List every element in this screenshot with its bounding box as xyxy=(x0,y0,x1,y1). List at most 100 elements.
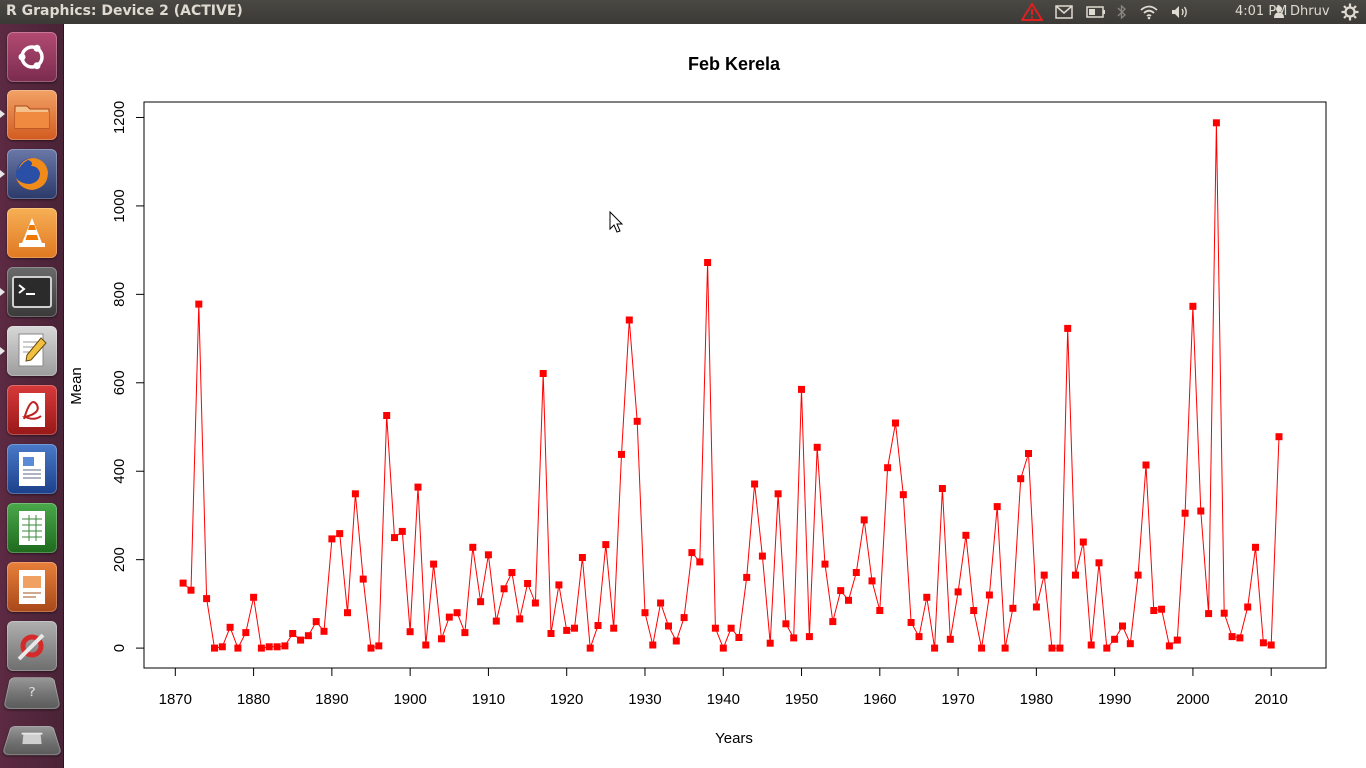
data-point-marker xyxy=(508,569,516,576)
x-tick-label: 1900 xyxy=(393,691,426,708)
data-point-marker xyxy=(985,591,993,599)
data-point-marker xyxy=(657,599,665,607)
data-point-marker xyxy=(461,629,469,637)
data-point-marker xyxy=(805,633,813,641)
data-point-marker xyxy=(203,595,211,603)
data-point-marker xyxy=(1181,509,1189,517)
data-point-marker xyxy=(1048,644,1056,652)
clock[interactable]: 4:01 PM xyxy=(1235,4,1288,19)
data-point-marker xyxy=(923,593,931,601)
data-point-marker xyxy=(304,632,312,640)
data-point-marker xyxy=(1205,610,1213,618)
text-editor-icon[interactable] xyxy=(7,326,57,376)
data-point-marker xyxy=(492,617,500,625)
data-point-marker xyxy=(633,417,641,425)
terminal-icon[interactable] xyxy=(7,267,57,317)
data-point-marker xyxy=(829,618,837,626)
y-tick-label: 600 xyxy=(111,370,128,395)
data-point-marker xyxy=(696,558,704,566)
data-point-marker xyxy=(531,599,539,607)
firefox-icon[interactable] xyxy=(7,149,57,199)
calc-icon[interactable] xyxy=(7,503,57,553)
data-point-marker xyxy=(422,641,430,649)
settings-gear-icon[interactable] xyxy=(1338,0,1362,24)
running-indicator xyxy=(0,347,5,355)
impress-icon[interactable] xyxy=(7,562,57,612)
data-point-marker xyxy=(774,490,782,498)
data-point-marker xyxy=(312,618,320,626)
user-icon[interactable] xyxy=(1271,0,1287,24)
user-name[interactable]: Dhruv xyxy=(1290,4,1330,19)
data-point-marker xyxy=(860,516,868,524)
data-point-marker xyxy=(1275,433,1283,441)
x-tick-label: 1870 xyxy=(159,691,192,708)
running-indicator xyxy=(0,110,5,118)
x-tick-label: 1970 xyxy=(941,691,974,708)
writer-icon[interactable] xyxy=(7,444,57,494)
x-tick-label: 2010 xyxy=(1255,691,1288,708)
data-point-marker xyxy=(398,527,406,535)
data-point-marker xyxy=(281,642,289,650)
data-point-marker xyxy=(618,450,625,458)
data-point-marker xyxy=(884,464,892,472)
data-point-marker xyxy=(688,549,696,557)
data-point-marker xyxy=(1111,635,1119,643)
chart-title: Feb Kerela xyxy=(688,54,781,74)
data-point-marker xyxy=(876,607,884,614)
trash-icon[interactable] xyxy=(1,725,63,756)
x-tick-label: 1940 xyxy=(707,691,740,708)
data-point-marker xyxy=(821,560,829,568)
data-point-marker xyxy=(445,613,453,621)
data-point-marker xyxy=(954,588,962,596)
data-point-marker xyxy=(641,609,649,617)
data-point-marker xyxy=(1103,644,1111,652)
data-point-marker xyxy=(1095,559,1103,567)
volume-icon[interactable] xyxy=(1168,0,1192,24)
data-point-marker xyxy=(1001,644,1009,652)
battery-icon[interactable] xyxy=(1084,0,1108,24)
data-point-marker xyxy=(297,636,305,644)
data-point-marker xyxy=(469,543,477,551)
y-tick-label: 400 xyxy=(111,459,128,484)
vlc-icon[interactable] xyxy=(7,208,57,258)
data-point-marker xyxy=(610,624,618,632)
data-point-marker xyxy=(563,626,571,634)
data-point-marker xyxy=(946,635,954,643)
data-point-marker xyxy=(1119,622,1126,630)
data-point-marker xyxy=(351,490,359,498)
data-point-marker xyxy=(782,620,790,628)
wifi-icon[interactable] xyxy=(1137,0,1161,24)
data-point-marker xyxy=(1126,640,1134,648)
y-tick-label: 1000 xyxy=(111,189,128,222)
data-point-marker xyxy=(907,619,915,626)
data-point-marker xyxy=(1173,636,1181,644)
data-point-marker xyxy=(1056,644,1064,652)
data-point-marker xyxy=(1158,605,1166,613)
data-point-marker xyxy=(1150,607,1158,614)
data-point-marker xyxy=(383,412,391,419)
data-point-marker xyxy=(367,644,375,652)
svg-text:?: ? xyxy=(28,686,37,700)
data-point-marker xyxy=(790,634,798,642)
data-point-marker xyxy=(328,535,336,543)
data-point-marker xyxy=(1040,571,1048,579)
workspace-switcher-icon[interactable]: ? xyxy=(3,677,61,710)
data-point-marker xyxy=(1165,642,1173,650)
ubuntu-dash-icon[interactable] xyxy=(7,32,57,82)
warning-icon[interactable] xyxy=(1019,0,1045,24)
pdf-viewer-icon[interactable] xyxy=(7,385,57,435)
data-point-marker xyxy=(735,634,743,641)
bluetooth-icon[interactable] xyxy=(1112,0,1132,24)
y-tick-label: 1200 xyxy=(111,101,128,134)
data-point-marker xyxy=(539,370,547,377)
system-settings-icon[interactable] xyxy=(7,621,57,671)
data-point-marker xyxy=(1017,475,1025,483)
files-icon[interactable] xyxy=(7,90,57,140)
data-point-marker xyxy=(359,575,367,583)
data-point-marker xyxy=(649,641,657,649)
data-point-marker xyxy=(1212,119,1220,127)
data-point-marker xyxy=(1236,634,1244,642)
mail-icon[interactable] xyxy=(1052,0,1076,24)
data-point-marker xyxy=(837,587,845,595)
data-point-marker xyxy=(1244,603,1252,611)
